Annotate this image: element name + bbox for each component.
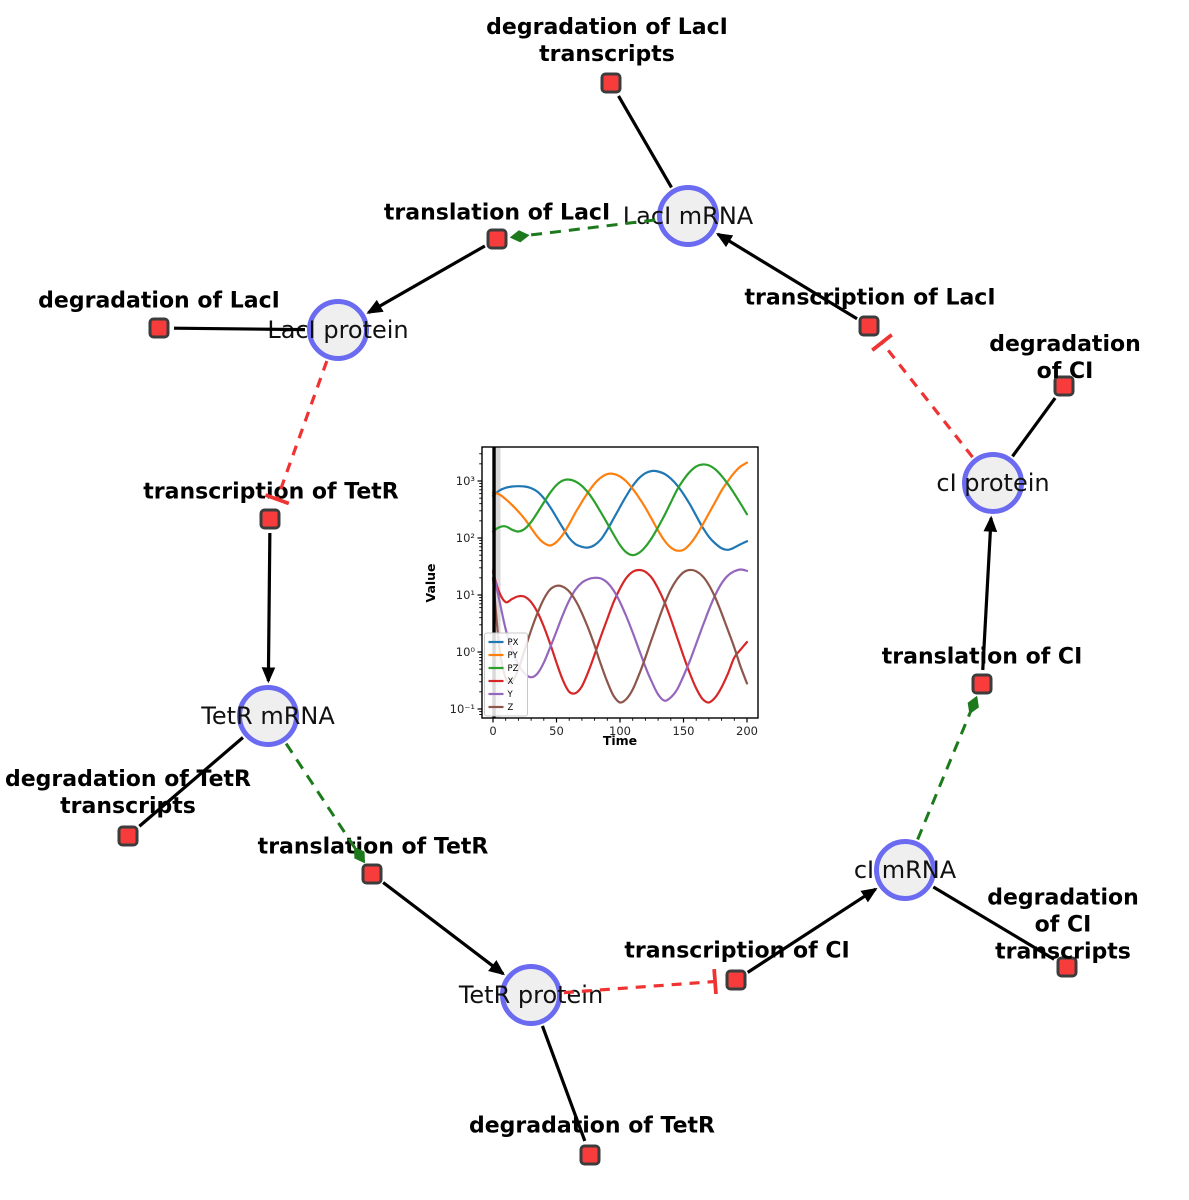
reaction-node-trans_laci[interactable] xyxy=(486,228,508,250)
legend-label-PZ: PZ xyxy=(508,664,519,674)
reaction-label-deg_laci: degradation of LacI xyxy=(38,288,280,314)
reaction-label-deg_ci: degradation of CI xyxy=(989,332,1141,384)
species-label-ci_prot: cI protein xyxy=(936,469,1050,497)
reaction-node-trans_tetr[interactable] xyxy=(361,863,383,885)
chart-series-PY xyxy=(491,461,749,552)
reaction-node-deg_ci_mrna[interactable] xyxy=(1056,956,1078,978)
y-axis-label: Value xyxy=(423,563,438,602)
legend-label-PY: PY xyxy=(508,651,519,661)
y-tick-label: 10³ xyxy=(456,474,476,488)
species-label-tetr_mrna: TetR mRNA xyxy=(201,702,335,730)
x-tick-label: 0 xyxy=(489,724,496,738)
species-label-tetr_prot: TetR protein xyxy=(458,981,604,1009)
reaction-node-deg_tetr[interactable] xyxy=(579,1144,601,1166)
legend-label-PX: PX xyxy=(508,638,519,648)
reaction-label-trans_ci: translation of CI xyxy=(881,644,1083,670)
y-tick-label: 10¹ xyxy=(456,588,475,602)
reaction-node-deg_tetr_mrna[interactable] xyxy=(117,825,139,847)
legend-label-X: X xyxy=(508,677,514,687)
reaction-node-txn_tetr[interactable] xyxy=(259,508,281,530)
reaction-node-trans_ci[interactable] xyxy=(971,673,993,695)
reaction-node-txn_laci[interactable] xyxy=(858,315,880,337)
x-tick-label: 50 xyxy=(549,724,564,738)
species-node-tetr_mrna[interactable] xyxy=(237,685,299,747)
species-label-ci_mrna: cI mRNA xyxy=(853,856,957,884)
legend-label-Z: Z xyxy=(508,703,514,713)
species-node-ci_mrna[interactable] xyxy=(874,839,936,901)
chart-legend-box xyxy=(484,632,528,717)
species-node-laci_prot[interactable] xyxy=(307,299,369,361)
reaction-label-deg_laci_mrna: degradation of LacI transcripts xyxy=(486,15,728,67)
chart-series-PX xyxy=(491,469,749,551)
species-node-laci_mrna[interactable] xyxy=(657,185,719,247)
reaction-node-deg_laci_mrna[interactable] xyxy=(600,72,622,94)
reaction-node-txn_ci[interactable] xyxy=(725,969,747,991)
y-tick-label: 10² xyxy=(456,531,475,545)
x-tick-label: 200 xyxy=(736,724,758,738)
y-tick-label: 10⁻¹ xyxy=(450,702,475,716)
y-tick-label: 10⁰ xyxy=(456,645,476,659)
x-axis-label: Time xyxy=(603,733,637,748)
legend-label-Y: Y xyxy=(507,690,514,700)
x-tick-label: 150 xyxy=(673,724,695,738)
x-tick-label: 100 xyxy=(609,724,631,738)
chart-series-Y xyxy=(491,568,749,702)
species-node-ci_prot[interactable] xyxy=(962,452,1024,514)
reaction-node-deg_laci[interactable] xyxy=(148,317,170,339)
chart-series-X xyxy=(491,568,749,704)
species-node-tetr_prot[interactable] xyxy=(500,964,562,1026)
reaction-node-deg_ci[interactable] xyxy=(1053,375,1075,397)
chart-series-PZ xyxy=(491,463,749,557)
chart-series-Z xyxy=(491,568,749,704)
